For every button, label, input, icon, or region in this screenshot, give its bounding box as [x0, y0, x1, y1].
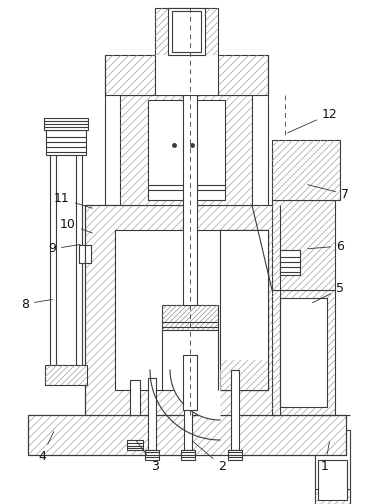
Bar	[220, 230, 268, 390]
Text: 3: 3	[137, 441, 159, 473]
Polygon shape	[170, 370, 220, 420]
Bar	[120, 95, 252, 205]
Bar	[155, 55, 218, 95]
Text: 4: 4	[38, 431, 54, 463]
Bar	[148, 378, 156, 450]
Bar	[168, 8, 205, 55]
Bar	[315, 430, 350, 504]
Bar	[145, 450, 159, 460]
Bar	[318, 460, 347, 500]
Text: 6: 6	[308, 239, 344, 253]
Bar	[28, 415, 346, 455]
Bar	[56, 134, 76, 366]
Bar	[315, 489, 350, 504]
Bar	[85, 245, 91, 263]
Bar	[228, 450, 242, 460]
Text: 8: 8	[21, 297, 52, 310]
Text: 2: 2	[192, 441, 226, 473]
Text: 10: 10	[60, 218, 92, 233]
Bar	[183, 95, 197, 305]
Bar	[127, 440, 143, 450]
Bar	[115, 230, 268, 390]
Bar	[46, 130, 86, 155]
Bar	[155, 8, 218, 55]
Bar	[79, 245, 85, 263]
Text: 12: 12	[287, 107, 338, 133]
Text: 7: 7	[308, 184, 349, 201]
Bar	[272, 200, 335, 290]
Bar	[172, 11, 201, 52]
Text: 5: 5	[312, 283, 344, 303]
Bar	[45, 365, 87, 385]
Bar	[272, 140, 340, 200]
Text: 1: 1	[321, 442, 329, 473]
Bar	[280, 250, 300, 275]
Text: 11: 11	[54, 193, 92, 208]
Bar	[44, 118, 88, 130]
Bar	[130, 380, 140, 415]
Bar	[220, 230, 268, 390]
Bar	[272, 290, 335, 415]
Bar	[50, 130, 82, 370]
Bar	[148, 100, 225, 200]
Bar	[85, 205, 280, 415]
Bar	[105, 55, 268, 95]
Bar	[183, 355, 197, 410]
Bar	[181, 450, 195, 460]
Text: 9: 9	[48, 242, 80, 256]
Bar	[184, 360, 192, 450]
Bar	[280, 298, 327, 407]
Bar	[162, 305, 218, 330]
Bar	[231, 370, 239, 450]
